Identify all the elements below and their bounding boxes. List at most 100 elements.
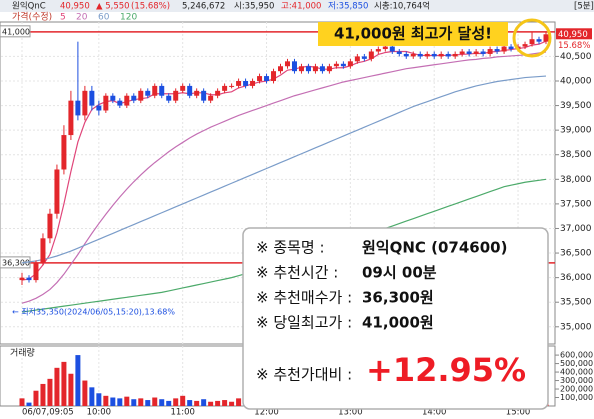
- candle-body: [389, 46, 395, 52]
- volume-bar: [229, 401, 235, 406]
- candle-body: [54, 169, 60, 214]
- candle-body: [257, 76, 263, 81]
- info-label: ※ 종목명 :: [256, 239, 325, 257]
- y-tick-label: 37,000: [560, 224, 592, 234]
- reference-tag: [0, 25, 31, 38]
- y-tick-label: 39,000: [560, 126, 592, 136]
- volume-bar: [26, 402, 32, 406]
- candle-body: [166, 95, 172, 101]
- price: 40,950: [60, 2, 90, 12]
- stock-name: 원익QnC: [12, 1, 46, 12]
- candle-body: [194, 90, 200, 96]
- candle-body: [452, 53, 458, 57]
- candle-body: [438, 53, 444, 57]
- candle-body: [61, 135, 67, 170]
- candle-body: [96, 105, 102, 111]
- volume-bar: [201, 399, 207, 406]
- legend-entry: 60: [98, 13, 110, 23]
- candle-body: [340, 63, 346, 67]
- candle-body: [417, 53, 423, 57]
- interval[interactable]: [5분]: [574, 2, 594, 12]
- candle-body: [243, 80, 249, 86]
- volume-total: 5,246,672: [182, 2, 225, 12]
- x-tick-label: 13:00: [338, 408, 363, 418]
- volume-bar: [152, 397, 158, 406]
- candle-body: [508, 46, 514, 50]
- low-note: ← 최저35,350(2024/06/05,15:20),13.68%: [12, 307, 175, 317]
- result-value: +12.95%: [366, 351, 526, 389]
- candle-body: [396, 51, 402, 54]
- legend-entry: 120: [120, 13, 137, 23]
- volume-bar: [54, 367, 60, 406]
- y-tick-label: 38,000: [560, 175, 592, 185]
- candle-body: [480, 51, 486, 54]
- volume-bar: [33, 390, 39, 406]
- volume-bar: [138, 398, 144, 406]
- info-value: 41,000원: [362, 314, 434, 332]
- y-tick-label: 37,500: [560, 199, 592, 209]
- volume-bar: [159, 399, 165, 406]
- candle-body: [47, 213, 53, 239]
- last-price-label: 40,950: [558, 30, 588, 40]
- volume-bar: [89, 387, 95, 406]
- candle-body: [138, 90, 144, 101]
- x-tick-label: 10:00: [87, 408, 112, 418]
- y-tick-label: 35,000: [560, 322, 592, 332]
- candle-body: [201, 90, 207, 101]
- y-tick-label: 35,500: [560, 298, 592, 308]
- change-pct: (15.68%): [131, 2, 170, 12]
- candle-body: [208, 95, 214, 101]
- volume-bar: [236, 398, 242, 406]
- reference-tag: [0, 256, 31, 269]
- x-tick-label: 06/07,09:05: [22, 408, 74, 418]
- y-tick-label: 40,000: [560, 76, 592, 86]
- highlight-circle: [512, 18, 552, 58]
- volume-bar: [68, 373, 74, 406]
- volume-bar: [124, 396, 130, 406]
- y-tick-label: 39,500: [560, 101, 592, 111]
- candle-body: [284, 61, 290, 67]
- volume-bar: [61, 361, 67, 406]
- candle-body: [319, 66, 325, 72]
- candle-body: [354, 56, 360, 62]
- volume-bar: [222, 400, 228, 406]
- candle-body: [173, 90, 179, 101]
- volume-bar: [96, 393, 102, 406]
- volume-bar: [82, 380, 88, 406]
- ma-line: [21, 75, 547, 264]
- ma-line: [21, 40, 547, 281]
- volume-bar: [103, 395, 109, 406]
- info-label: ※ 추천시간 :: [256, 264, 338, 282]
- market-cap: 시총:10,764억: [374, 1, 430, 12]
- candle-body: [529, 39, 535, 45]
- info-box: [242, 227, 549, 410]
- candle-body: [40, 238, 46, 263]
- candle-body: [103, 95, 109, 111]
- candle-body: [264, 76, 270, 81]
- volume-bar: [110, 397, 116, 406]
- candle-body: [291, 61, 297, 72]
- candle-body: [459, 51, 465, 54]
- volume-bar: [47, 378, 53, 406]
- candle-body: [501, 46, 507, 52]
- candle-body: [152, 85, 158, 96]
- y-tick-label: 36,500: [560, 249, 592, 259]
- info-label: ※ 추천매수가 :: [256, 289, 352, 307]
- candle-body: [82, 90, 88, 116]
- change: ▲ 5,550: [96, 2, 130, 12]
- candle-body: [522, 44, 528, 47]
- y-tick-label: 36,000: [560, 273, 592, 283]
- candle-body: [215, 90, 221, 96]
- reference-label: 41,000: [2, 27, 30, 36]
- candle-body: [124, 95, 130, 106]
- candle-body: [180, 85, 186, 91]
- x-tick-label: 12:00: [254, 408, 279, 418]
- y-tick-label: 38,500: [560, 150, 592, 160]
- y-tick-label: 40,500: [560, 52, 592, 62]
- reference-label: 36,300: [2, 258, 30, 267]
- candle-body: [110, 95, 116, 101]
- header-bar: [0, 0, 594, 12]
- candle-body: [145, 90, 151, 96]
- x-tick-label: 11:00: [170, 408, 195, 418]
